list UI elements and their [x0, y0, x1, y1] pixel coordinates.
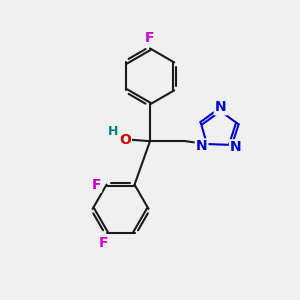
Text: F: F — [92, 178, 101, 192]
Text: O: O — [119, 133, 131, 147]
Text: F: F — [145, 31, 155, 45]
Text: N: N — [215, 100, 226, 114]
Text: N: N — [196, 140, 207, 153]
Text: H: H — [107, 125, 118, 138]
Text: N: N — [230, 140, 242, 154]
Text: F: F — [99, 236, 108, 250]
